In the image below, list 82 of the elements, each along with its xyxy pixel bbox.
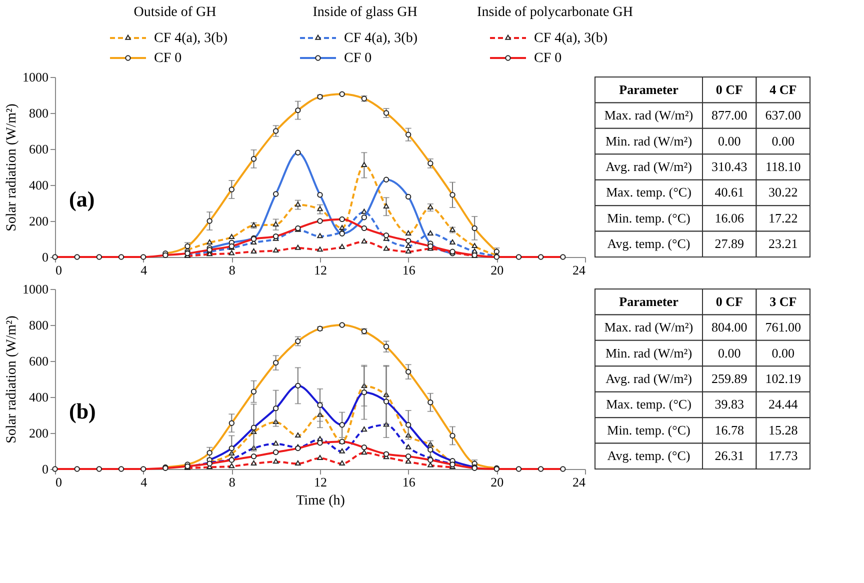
x-tick-label: 24	[572, 262, 586, 278]
x-tick-label: 4	[140, 474, 148, 490]
y-tick-label: 200	[29, 426, 48, 440]
y-tick-label: 600	[29, 142, 48, 156]
y-tick-label: 1000	[22, 282, 48, 296]
text: 0.00	[772, 133, 794, 148]
legend-label: CF 4(a), 3(b)	[534, 31, 608, 46]
category-label: Min. rad (W/m²)	[605, 345, 692, 360]
text: 15.28	[768, 422, 798, 438]
legend-label: CF 4(a), 3(b)	[154, 31, 228, 46]
text: 761.00	[765, 320, 801, 335]
category-label: Avg. temp. (°C)	[607, 236, 690, 252]
x-tick-label: 24	[572, 474, 586, 490]
category-label: Min. temp. (°C)	[607, 422, 690, 438]
x-tick-label: 0	[56, 262, 62, 278]
category-label: Avg. temp. (°C)	[607, 448, 690, 464]
category-label: Min. temp. (°C)	[607, 210, 690, 226]
y-tick-label: 200	[29, 214, 48, 228]
y-tick-label: 0	[42, 462, 48, 476]
x-tick-label: 12	[314, 262, 327, 278]
category-label: Max. temp. (°C)	[606, 396, 692, 412]
category-label: 0 CF	[716, 294, 743, 309]
text: 17.22	[768, 210, 798, 226]
legend-label: CF 4(a), 3(b)	[344, 31, 418, 46]
text: 30.22	[768, 184, 798, 200]
y-axis-title: Solar radiation (W/m²)	[4, 103, 20, 232]
x-tick-label: 16	[402, 262, 416, 278]
y-tick-label: 800	[29, 318, 48, 332]
text: 16.06	[714, 210, 744, 226]
text: 27.89	[714, 236, 744, 252]
text: Outside of GH	[134, 5, 216, 20]
category-label: 0 CF	[716, 82, 743, 97]
y-tick-label: 1000	[22, 70, 48, 84]
text: 259.89	[712, 371, 748, 386]
text: 0.00	[718, 345, 741, 360]
text: 17.73	[768, 448, 798, 464]
text: 40.61	[714, 184, 744, 200]
text: 310.43	[712, 159, 748, 174]
text: 0.00	[772, 345, 794, 360]
category-label: Parameter	[619, 82, 679, 97]
text: Inside of polycarbonate GH	[477, 5, 633, 20]
category-label: Min. rad (W/m²)	[605, 133, 692, 148]
category-label: Max. rad (W/m²)	[604, 320, 694, 335]
y-axis-title: Solar radiation (W/m²)	[4, 315, 20, 444]
y-tick-label: 800	[29, 106, 48, 120]
legend-label: CF 0	[344, 51, 372, 66]
x-tick-label: 20	[490, 262, 504, 278]
y-tick-label: 600	[29, 354, 48, 368]
x-tick-label: 4	[140, 262, 148, 278]
category-label: 4 CF	[770, 82, 797, 97]
text: 0.00	[718, 133, 741, 148]
x-tick-label: 0	[56, 474, 62, 490]
text: (a)	[69, 186, 95, 212]
category-label: Avg. rad (W/m²)	[606, 371, 692, 386]
category-label: Avg. rad (W/m²)	[606, 159, 692, 174]
x-tick-label: 8	[228, 262, 236, 278]
legend-label: CF 0	[534, 51, 562, 66]
text: 877.00	[712, 108, 748, 123]
x-axis-title: Time (h)	[296, 494, 346, 508]
y-tick-label: 400	[29, 390, 48, 404]
text: 23.21	[768, 236, 798, 252]
text: 118.10	[765, 159, 801, 174]
text: 637.00	[765, 108, 801, 123]
text: 102.19	[765, 371, 801, 386]
category-label: Max. rad (W/m²)	[604, 108, 694, 123]
legend-label: CF 0	[154, 51, 182, 66]
x-tick-label: 20	[490, 474, 504, 490]
x-tick-label: 12	[314, 474, 327, 490]
text: 804.00	[712, 320, 748, 335]
text: 24.44	[768, 396, 798, 412]
text: 16.78	[714, 422, 744, 438]
text: 39.83	[714, 396, 744, 412]
y-tick-label: 0	[42, 250, 48, 264]
text: (b)	[69, 398, 96, 424]
category-label: 3 CF	[770, 294, 797, 309]
y-tick-label: 400	[29, 178, 48, 192]
text: Inside of glass GH	[312, 5, 418, 20]
x-tick-label: 16	[402, 474, 416, 490]
category-label: Max. temp. (°C)	[606, 184, 692, 200]
category-label: Parameter	[619, 294, 679, 309]
text: 26.31	[714, 448, 744, 464]
x-tick-label: 8	[228, 474, 236, 490]
